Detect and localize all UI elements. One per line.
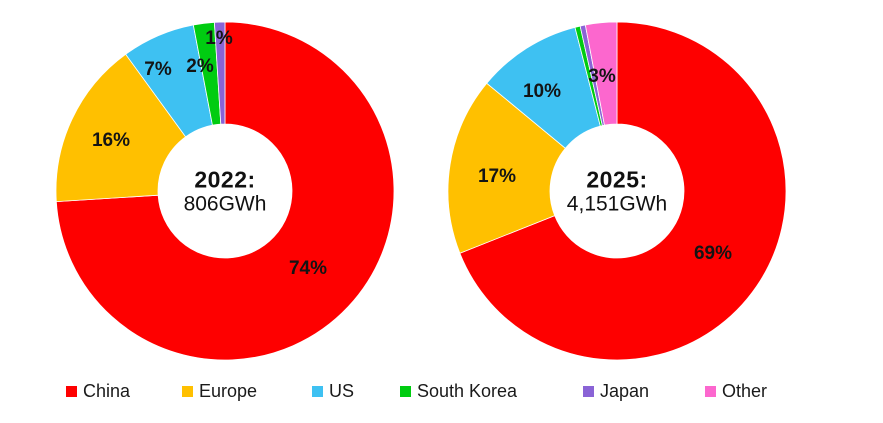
slice-label-2022-japan: 1% [205, 28, 233, 49]
legend-swatch-us-icon [312, 386, 323, 397]
legend-label-europe: Europe [199, 381, 258, 401]
slice-other [584, 21, 618, 126]
legend-swatch-china-icon [66, 386, 77, 397]
legend-swatch-other-icon [705, 386, 716, 397]
legend-item-china: China [66, 381, 130, 402]
donut-chart-2025 [447, 21, 787, 361]
legend-swatch-japan-icon [583, 386, 594, 397]
legend-item-other: Other [705, 381, 767, 402]
legend-label-other: Other [722, 381, 768, 401]
slice-europe [55, 53, 187, 203]
slice-label-2025-other: 3% [588, 66, 616, 87]
donut-center-2025: 2025: 4,151GWh [567, 167, 667, 216]
legend-label-china: China [83, 381, 131, 401]
legend-swatch-south-korea-icon [400, 386, 411, 397]
slice-label-2025-china: 69% [693, 243, 733, 264]
center-title-2022: 2022: [194, 166, 256, 193]
center-title-2025: 2025: [586, 166, 648, 193]
slice-japan [213, 21, 226, 125]
slice-china [55, 21, 395, 361]
donut-chart-2022 [55, 21, 395, 361]
slice-label-2022-china: 74% [288, 258, 328, 279]
slice-label-2022-us: 7% [144, 59, 172, 80]
legend-label-south-korea: South Korea [417, 381, 518, 401]
slice-china [459, 21, 787, 361]
slice-label-2025-us: 10% [522, 81, 562, 102]
legend-label-us: US [329, 381, 355, 401]
slice-label-2022-south-korea: 2% [186, 56, 214, 77]
legend-item-japan: Japan [583, 381, 649, 402]
slice-europe [447, 82, 566, 254]
legend-swatch-europe-icon [182, 386, 193, 397]
slice-label-2022-europe: 16% [91, 130, 131, 151]
center-value-2025: 4,151GWh [566, 192, 668, 216]
slice-label-2025-europe: 17% [477, 166, 517, 187]
legend-item-south-korea: South Korea [400, 381, 517, 402]
legend-label-japan: Japan [600, 381, 650, 401]
legend-item-us: US [312, 381, 354, 402]
legend-item-europe: Europe [182, 381, 257, 402]
center-value-2022: 806GWh [183, 192, 267, 216]
donut-center-2022: 2022: 806GWh [184, 167, 267, 216]
